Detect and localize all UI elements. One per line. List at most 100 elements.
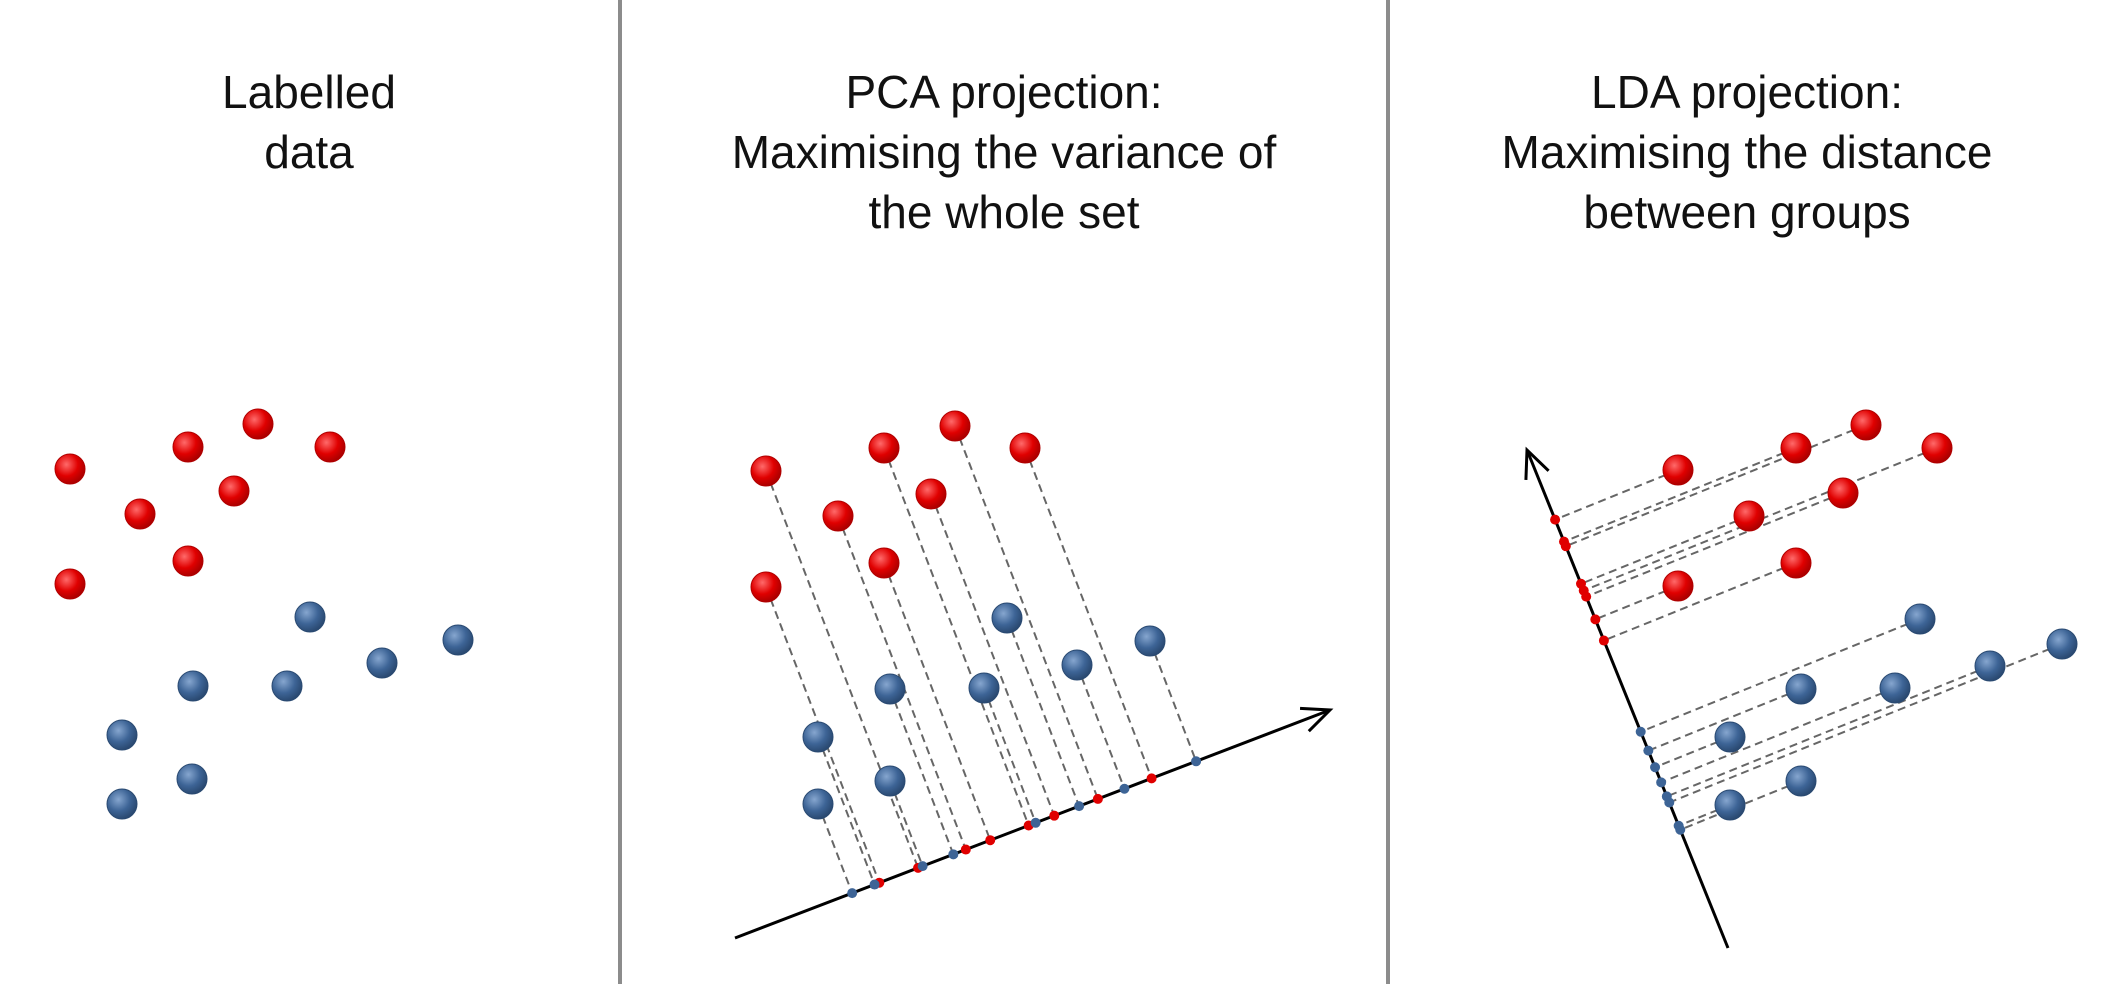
red-data-point xyxy=(822,500,854,532)
title-line: LDA projection: xyxy=(1591,66,1903,118)
blue-data-point xyxy=(1061,649,1093,681)
blue-data-point xyxy=(1714,721,1746,753)
blue-projected-point xyxy=(1191,756,1202,767)
red-projected-point xyxy=(1092,793,1103,804)
panel-lda-projection: LDA projection: Maximising the distance … xyxy=(1390,0,2104,984)
red-data-point xyxy=(172,431,204,463)
blue-data-point xyxy=(176,763,208,795)
red-data-point xyxy=(218,475,250,507)
projection-line xyxy=(1563,447,1797,543)
blue-data-point xyxy=(442,624,474,656)
title-line: data xyxy=(264,126,354,178)
red-data-point xyxy=(1009,432,1041,464)
blue-data-point xyxy=(991,602,1023,634)
panel-divider xyxy=(1386,0,1390,984)
projection-line xyxy=(1580,515,1750,585)
red-data-point xyxy=(1850,409,1882,441)
lda-axis-arrow-arrowhead xyxy=(1524,446,1550,481)
lda-axis-arrow xyxy=(1525,449,1730,949)
blue-data-point xyxy=(294,601,326,633)
blue-data-point xyxy=(1134,625,1166,657)
blue-projected-point xyxy=(917,861,928,872)
projection-line xyxy=(1565,424,1867,548)
pca-axis-arrow-arrowhead xyxy=(1299,706,1334,733)
blue-projected-point xyxy=(1661,791,1672,802)
title-line: Maximising the variance of xyxy=(731,126,1277,178)
projection-line xyxy=(1603,562,1797,642)
red-projected-point xyxy=(1550,514,1561,525)
title-line: PCA projection: xyxy=(845,66,1163,118)
blue-data-point xyxy=(1904,603,1936,635)
panel-title: LDA projection: Maximising the distance … xyxy=(1390,62,2104,242)
projection-line xyxy=(1660,687,1896,784)
panel-labelled-data: Labelled data xyxy=(0,0,618,984)
projection-line xyxy=(883,562,992,841)
blue-data-point xyxy=(366,647,398,679)
projection-line xyxy=(1024,447,1153,779)
projection-line xyxy=(1554,469,1679,521)
projection-line xyxy=(1585,492,1844,598)
red-data-point xyxy=(54,453,86,485)
red-projected-point xyxy=(1590,614,1601,625)
red-data-point xyxy=(1827,477,1859,509)
blue-data-point xyxy=(1714,789,1746,821)
blue-projected-point xyxy=(1074,801,1085,812)
red-data-point xyxy=(750,571,782,603)
blue-data-point xyxy=(106,719,138,751)
projection-line xyxy=(1149,640,1198,762)
blue-projected-point xyxy=(847,888,858,899)
red-data-point xyxy=(1662,570,1694,602)
red-data-point xyxy=(915,478,947,510)
title-line: Maximising the distance xyxy=(1501,126,1993,178)
blue-projected-point xyxy=(1643,745,1654,756)
red-data-point xyxy=(1733,500,1765,532)
red-data-point xyxy=(868,432,900,464)
red-projected-point xyxy=(960,844,971,855)
red-data-point xyxy=(1662,454,1694,486)
blue-data-point xyxy=(106,788,138,820)
blue-data-point xyxy=(271,670,303,702)
projection-line xyxy=(1076,664,1126,790)
projection-line xyxy=(817,736,876,885)
blue-projected-point xyxy=(1119,783,1130,794)
projection-line xyxy=(1583,447,1938,592)
blue-data-point xyxy=(1974,650,2006,682)
blue-projected-point xyxy=(1030,817,1041,828)
red-data-point xyxy=(1780,432,1812,464)
blue-projected-point xyxy=(1656,777,1667,788)
projection-line xyxy=(1678,804,1731,827)
projection-line xyxy=(765,470,920,869)
blue-data-point xyxy=(177,670,209,702)
projection-line xyxy=(817,803,854,894)
red-projected-point xyxy=(1598,635,1609,646)
blue-data-point xyxy=(1879,672,1911,704)
blue-projected-point xyxy=(1650,762,1661,773)
blue-data-point xyxy=(1785,673,1817,705)
blue-data-point xyxy=(802,788,834,820)
red-projected-point xyxy=(985,835,996,846)
panel-title: PCA projection: Maximising the variance … xyxy=(622,62,1386,242)
projection-line xyxy=(983,687,1037,824)
projection-line xyxy=(837,515,967,850)
title-line: Labelled xyxy=(222,66,396,118)
blue-projected-point xyxy=(1635,726,1646,737)
projection-line xyxy=(1006,617,1081,807)
red-data-point xyxy=(172,545,204,577)
red-data-point xyxy=(54,568,86,600)
blue-projected-point xyxy=(948,849,959,860)
blue-data-point xyxy=(1785,765,1817,797)
blue-data-point xyxy=(2046,628,2078,660)
projection-line xyxy=(1647,688,1802,752)
projection-line xyxy=(930,493,1056,817)
blue-data-point xyxy=(874,673,906,705)
blue-projected-point xyxy=(1673,820,1684,831)
red-data-point xyxy=(1780,547,1812,579)
projection-line xyxy=(1640,618,1921,733)
blue-data-point xyxy=(968,672,1000,704)
blue-data-point xyxy=(874,765,906,797)
red-data-point xyxy=(1921,432,1953,464)
blue-projected-point xyxy=(869,879,880,890)
panel-pca-projection: PCA projection: Maximising the variance … xyxy=(622,0,1386,984)
projection-line xyxy=(1666,665,1991,798)
